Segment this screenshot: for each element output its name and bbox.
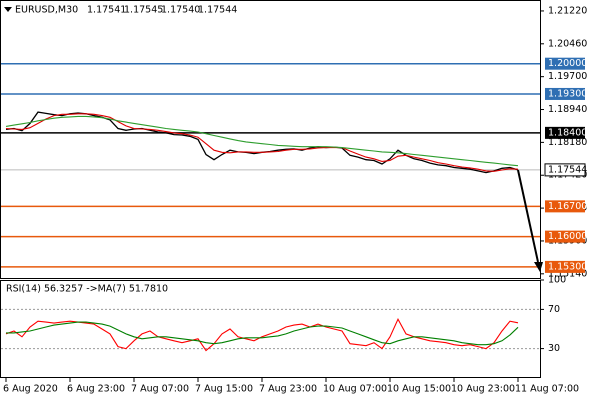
level-label: 1.16700 [548,201,587,212]
y-tick-label: 1.18940 [548,104,587,115]
forecast-arrow [517,169,539,263]
level-box [545,87,585,100]
level-box [545,230,585,243]
last-price-label: 1.17544 [548,164,587,175]
x-tick-label: 7 Aug 07:00 [131,384,189,395]
series-line [6,321,519,346]
level-box [545,57,585,70]
y-tick-label: 1.20460 [548,38,587,49]
series-line [5,115,519,167]
quote: 1.17545 [124,5,163,16]
series-line [5,317,519,352]
y-tick-label: 70 [548,304,560,315]
x-tick-label: 10 Aug 07:00 [323,384,387,395]
x-tick-label: 6 Aug 23:00 [67,384,125,395]
level-label: 1.19300 [548,88,587,99]
level-box [545,126,585,139]
y-tick-label: 100 [548,275,566,286]
level-box [545,260,585,273]
level-label: 1.16000 [548,231,587,242]
rsi-frame [0,280,541,378]
quote: 1.17544 [198,5,237,16]
quote: 1.17541 [87,5,126,16]
y-tick-label: 30 [548,343,560,354]
symbol-marker [4,7,12,12]
price-frame [0,0,541,279]
last-price-box [544,163,586,177]
x-tick-label: 11 Aug 07:00 [515,384,579,395]
y-tick-label: 1.19700 [548,71,587,82]
y-tick-label: 1.21220 [548,5,587,16]
symbol: EURUSD,M30 [15,5,78,16]
level-label: 1.15300 [548,261,587,272]
x-tick-label: 10 Aug 23:00 [451,384,515,395]
level-label: 1.20000 [548,58,587,69]
y-tick-label: 1.15140 [548,268,587,279]
x-tick-label: 7 Aug 15:00 [195,384,253,395]
level-box [545,200,585,213]
rsi-title: RSI(14) 56.3257 ->MA(7) 51.7810 [6,284,168,295]
level-label: 1.18400 [548,127,587,138]
x-tick-label: 10 Aug 15:00 [387,384,451,395]
x-tick-label: 7 Aug 23:00 [259,384,317,395]
y-tick-label: 1.18180 [548,137,587,148]
x-tick-label: 6 Aug 2020 [3,384,58,395]
forecast-arrowhead [534,262,543,272]
series-line [5,113,519,172]
quote: 1.17540 [161,5,200,16]
